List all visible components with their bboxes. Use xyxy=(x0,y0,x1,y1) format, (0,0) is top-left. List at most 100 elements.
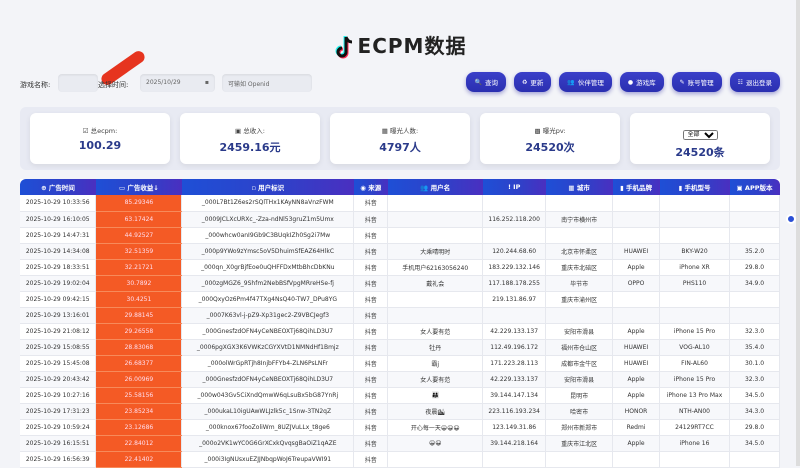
game-icon: ● xyxy=(627,78,634,86)
cell-ad-revenue: 32.51359 xyxy=(95,243,183,260)
cell-city: 昆明市 xyxy=(545,387,614,404)
cell-ad-time: 2025-10-29 14:34:08 xyxy=(20,243,97,260)
cell-username: 大乘晴明时 xyxy=(387,243,484,260)
table-row: 2025-10-29 18:33:51 32.21721 _000qn_X0grBj… xyxy=(20,259,780,276)
header-username: 👥 用户名 xyxy=(387,179,483,195)
cell-phone-brand: Apple xyxy=(612,323,661,340)
stat-label: 曝光pv: xyxy=(542,127,566,135)
stats-panel: ☑ 总ecpm: 100.29 ▣ 总收入: 2459.16元 ▦ 曝光人数: 479… xyxy=(20,107,780,170)
cell-ad-time: 2025-10-29 09:42:15 xyxy=(20,291,97,308)
cell-username xyxy=(387,227,484,244)
cell-username: 夜晨🏙 xyxy=(387,403,484,420)
filter-select[interactable]: 全部 xyxy=(682,130,718,140)
game-library-button[interactable]: ● 游戏库 xyxy=(619,72,664,92)
cell-username xyxy=(387,451,484,468)
cell-ad-revenue: 26.00969 xyxy=(95,371,183,388)
stat-income: ▣ 总收入: 2459.16元 xyxy=(180,113,320,164)
cell-ad-time: 2025-10-29 10:27:16 xyxy=(20,387,97,404)
cell-ad-time: 2025-10-29 15:08:55 xyxy=(20,339,97,356)
floating-chat-button[interactable] xyxy=(786,214,796,224)
city-icon: ▦ xyxy=(568,184,577,192)
search-button[interactable]: 🔍 查询 xyxy=(466,72,506,92)
cell-phone-model xyxy=(659,195,730,212)
cell-ad-revenue: 26.68377 xyxy=(95,355,183,372)
header-phone-model: ▮ 手机型号 xyxy=(659,179,730,195)
cell-phone-model: VOG-AL10 xyxy=(659,339,730,356)
cell-username: 女人要有范 xyxy=(387,371,484,388)
cell-phone-model xyxy=(659,211,730,228)
cell-ip: 42.229.133.137 xyxy=(482,371,547,388)
cell-city: 重庆市江北区 xyxy=(545,435,614,452)
stat-users: ▦ 曝光人数: 4797人 xyxy=(330,113,470,164)
cell-ip: 117.188.178.255 xyxy=(482,275,547,292)
header-label: 用户标识 xyxy=(258,184,285,192)
cell-user-id: _000L7Bt1Z6es2rSQlTHx1KAyNN8aVnzFWM xyxy=(181,195,355,212)
cell-user-id: _000zgMGZ6_9Shfm2NebBSfVpgMRreHSe-fj xyxy=(181,275,355,292)
cell-city: 安阳市滑县 xyxy=(545,323,614,340)
ad-time-icon: ⊕ xyxy=(41,184,49,192)
cell-phone-brand: Apple xyxy=(612,259,661,276)
cell-source: 抖音 xyxy=(353,435,389,452)
cell-phone-brand xyxy=(612,451,661,468)
cell-username: 霸j xyxy=(387,355,484,372)
cell-ad-time: 2025-10-29 15:45:08 xyxy=(20,355,97,372)
cell-username: 手机用户62163056240 xyxy=(387,259,484,276)
cell-source: 抖音 xyxy=(353,211,389,228)
partner-button[interactable]: 👥 伙伴管理 xyxy=(559,72,612,92)
cell-phone-brand xyxy=(612,307,661,324)
cell-source: 抖音 xyxy=(353,403,389,420)
header-ad-revenue[interactable]: ▭ 广告收益↓ xyxy=(95,179,182,195)
cell-phone-model xyxy=(659,451,730,468)
refresh-button[interactable]: ♻ 更新 xyxy=(513,72,552,92)
cell-city: 重庆市北碚区 xyxy=(545,259,614,276)
cell-username: 😀😀 xyxy=(387,435,484,452)
cell-app-version: 34.5.0 xyxy=(729,387,780,404)
cell-user-id: _000QxyOz6Pm4f47TXg4NsQ40-TW7_DPu8YG xyxy=(181,291,355,308)
ad-revenue-icon: ▭ xyxy=(118,184,128,192)
date-value: 2025/10/29 xyxy=(146,79,181,86)
cell-source: 抖音 xyxy=(353,387,389,404)
game-select[interactable] xyxy=(58,48,147,92)
cell-phone-model: PHS110 xyxy=(659,275,730,292)
table-row: 2025-10-29 15:08:55 28.83068 _0006pgXGX3K6… xyxy=(20,339,780,356)
cell-ip: 39.144.147.134 xyxy=(482,387,547,404)
cell-user-id: _000whcw0anI9Gb9C3BUqkIZh0Sg2i7Mw xyxy=(181,227,355,244)
logout-button[interactable]: ☷ 退出登录 xyxy=(729,72,780,92)
table-row: 2025-10-29 16:10:05 63.17424 _0009JCLXcURX… xyxy=(20,211,780,228)
table-row: 2025-10-29 09:42:15 30.4251 _000QxyOz6Pm4f… xyxy=(20,291,780,308)
header-label: 城市 xyxy=(576,184,590,192)
cell-city xyxy=(545,307,614,324)
cell-phone-model: 24129RT7CC xyxy=(659,419,730,436)
table-row: 2025-10-29 20:43:42 26.00969 _000GnesfzdOF… xyxy=(20,371,780,388)
cell-source: 抖音 xyxy=(353,195,389,212)
stat-value: 24520条 xyxy=(675,146,725,159)
cell-phone-brand: Redmi xyxy=(612,419,661,436)
scrollbar[interactable] xyxy=(796,0,800,466)
calendar-icon[interactable]: ▪ xyxy=(204,79,209,86)
cell-ad-time: 2025-10-29 17:31:23 xyxy=(20,403,97,420)
cell-ad-time: 2025-10-29 13:16:01 xyxy=(20,307,97,324)
cell-ip: 123.149.31.86 xyxy=(482,419,547,436)
date-input[interactable]: 2025/10/29 ▪ xyxy=(140,74,215,92)
cell-ip xyxy=(482,307,547,324)
account-button[interactable]: ✎ 账号管理 xyxy=(671,72,722,92)
cell-username: 👨‍👩‍👧 xyxy=(387,387,484,404)
partner-label: 伙伴管理 xyxy=(577,79,604,87)
cell-city: 安阳市滑县 xyxy=(545,371,614,388)
header-city: ▦ 城市 xyxy=(545,179,613,195)
cell-ad-revenue: 85.29346 xyxy=(95,195,183,212)
header-label: IP xyxy=(513,183,521,191)
cell-ad-time: 2025-10-29 21:08:12 xyxy=(20,323,97,340)
cell-ip xyxy=(482,227,547,244)
openid-input[interactable]: 可输如 Openid xyxy=(222,74,312,92)
cell-ad-revenue: 25.58156 xyxy=(95,387,183,404)
cell-city xyxy=(545,451,614,468)
table-row: 2025-10-29 14:34:08 32.51359 _000p9YWo9zYm… xyxy=(20,243,780,260)
cell-ip xyxy=(482,195,547,212)
header-user-id: ▫ 用户标识 xyxy=(181,179,354,195)
cell-app-version: 32.3.0 xyxy=(729,323,780,340)
cell-user-id: _000o2VK1wYC0G6GrXCxkQvqsgBaOiZ1qAZE xyxy=(181,435,355,452)
cell-phone-model xyxy=(659,227,730,244)
cell-city xyxy=(545,227,614,244)
header-label: 手机型号 xyxy=(684,184,711,192)
